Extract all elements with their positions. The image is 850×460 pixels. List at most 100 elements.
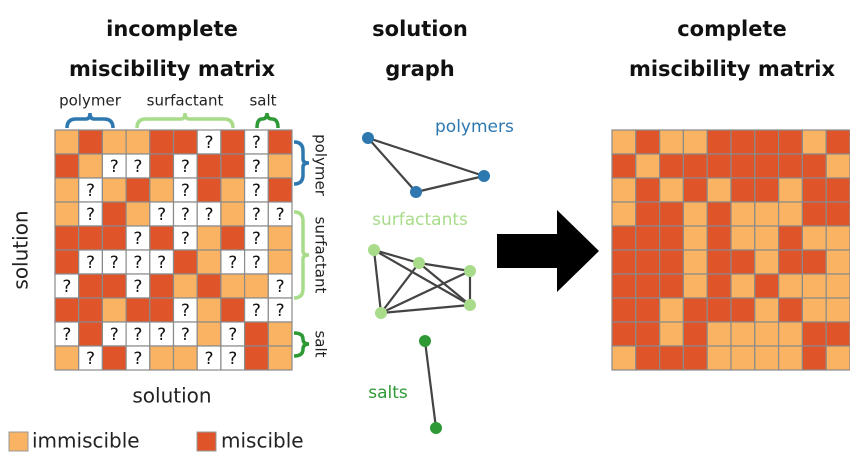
matrix-cell bbox=[54, 129, 80, 155]
matrix-cell bbox=[101, 201, 127, 227]
matrix-cell bbox=[754, 201, 780, 227]
unknown-mark: ? bbox=[86, 181, 95, 201]
matrix-cell bbox=[730, 273, 756, 299]
brace bbox=[65, 112, 115, 129]
unknown-mark: ? bbox=[157, 325, 166, 345]
matrix-cell bbox=[635, 297, 661, 323]
unknown-mark: ? bbox=[133, 325, 142, 345]
matrix-cell bbox=[635, 345, 661, 371]
matrix-cell bbox=[78, 225, 103, 251]
matrix-cell bbox=[78, 129, 103, 155]
edge bbox=[380, 303, 471, 315]
matrix-cell bbox=[706, 249, 732, 275]
matrix-cell bbox=[825, 177, 850, 203]
unknown-mark: ? bbox=[110, 253, 119, 273]
panel-title: solution bbox=[372, 17, 468, 41]
matrix-cell bbox=[706, 297, 732, 323]
unknown-mark: ? bbox=[133, 157, 142, 177]
matrix-cell bbox=[682, 129, 708, 155]
matrix-cell bbox=[777, 297, 803, 323]
legend-label: immiscible bbox=[32, 429, 140, 453]
matrix-cell bbox=[801, 177, 827, 203]
matrix-cell bbox=[78, 153, 103, 179]
matrix-cell bbox=[801, 129, 827, 155]
matrix-cell bbox=[172, 273, 198, 299]
unknown-mark: ? bbox=[228, 253, 237, 273]
matrix-cell bbox=[635, 321, 661, 347]
matrix-cell bbox=[658, 129, 684, 155]
unknown-mark: ? bbox=[252, 157, 261, 177]
matrix-cell bbox=[54, 297, 80, 323]
matrix-cell bbox=[635, 201, 661, 227]
graph-group-label: salts bbox=[368, 383, 408, 403]
unknown-mark: ? bbox=[110, 157, 119, 177]
matrix-cell bbox=[658, 249, 684, 275]
matrix-cell bbox=[611, 177, 637, 203]
matrix-cell bbox=[730, 129, 756, 155]
matrix-cell bbox=[801, 321, 827, 347]
unknown-mark: ? bbox=[205, 133, 214, 153]
matrix-cell bbox=[101, 345, 127, 371]
matrix-cell bbox=[777, 321, 803, 347]
matrix-cell bbox=[196, 249, 222, 275]
unknown-mark: ? bbox=[181, 229, 190, 249]
matrix-cell bbox=[149, 345, 175, 371]
unknown-mark: ? bbox=[133, 349, 142, 369]
matrix-cell bbox=[706, 345, 732, 371]
matrix-cell bbox=[801, 345, 827, 371]
matrix-cell bbox=[754, 273, 780, 299]
matrix-cell bbox=[777, 273, 803, 299]
matrix-cell bbox=[220, 153, 246, 179]
unknown-mark: ? bbox=[252, 301, 261, 321]
graph-node bbox=[464, 299, 476, 311]
unknown-mark: ? bbox=[133, 253, 142, 273]
matrix-cell bbox=[172, 249, 198, 275]
x-axis-label: solution bbox=[132, 384, 211, 408]
graph-node bbox=[430, 422, 442, 434]
matrix-cell bbox=[220, 297, 246, 323]
brace bbox=[293, 210, 310, 300]
brace bbox=[135, 112, 235, 129]
unknown-mark: ? bbox=[252, 181, 261, 201]
matrix-cell bbox=[267, 153, 293, 179]
graph-group-label: surfactants bbox=[372, 210, 468, 230]
matrix-cell bbox=[801, 201, 827, 227]
matrix-cell bbox=[682, 297, 708, 323]
matrix-cell bbox=[220, 177, 246, 203]
matrix-cell bbox=[267, 225, 293, 251]
edge bbox=[372, 249, 383, 314]
column-group-label: surfactant bbox=[147, 92, 224, 110]
edge bbox=[380, 262, 420, 314]
matrix-cell bbox=[101, 273, 127, 299]
matrix-cell bbox=[611, 153, 637, 179]
matrix-cell bbox=[801, 225, 827, 251]
edge bbox=[373, 248, 420, 265]
matrix-cell bbox=[777, 345, 803, 371]
matrix-cell bbox=[682, 321, 708, 347]
matrix-cell bbox=[54, 345, 80, 371]
matrix-cell bbox=[635, 249, 661, 275]
panel-title: graph bbox=[385, 57, 455, 81]
matrix-cell bbox=[706, 201, 732, 227]
unknown-mark: ? bbox=[133, 277, 142, 297]
edge bbox=[367, 137, 417, 193]
row-group-label: salt bbox=[312, 330, 330, 357]
matrix-cell bbox=[78, 273, 103, 299]
matrix-cell bbox=[754, 345, 780, 371]
matrix-cell bbox=[196, 273, 222, 299]
matrix-cell bbox=[267, 129, 293, 155]
matrix-cell bbox=[267, 177, 293, 203]
matrix-cell bbox=[777, 225, 803, 251]
matrix-cell bbox=[196, 177, 222, 203]
unknown-mark: ? bbox=[62, 277, 71, 297]
unknown-mark: ? bbox=[86, 205, 95, 225]
row-group-label: surfactant bbox=[312, 217, 330, 294]
matrix-cell bbox=[706, 153, 732, 179]
graph-node bbox=[413, 257, 425, 269]
matrix-cell bbox=[54, 249, 80, 275]
unknown-mark: ? bbox=[181, 325, 190, 345]
legend-label: miscible bbox=[221, 429, 304, 453]
y-axis-label: solution bbox=[9, 210, 33, 289]
matrix-cell bbox=[54, 201, 80, 227]
